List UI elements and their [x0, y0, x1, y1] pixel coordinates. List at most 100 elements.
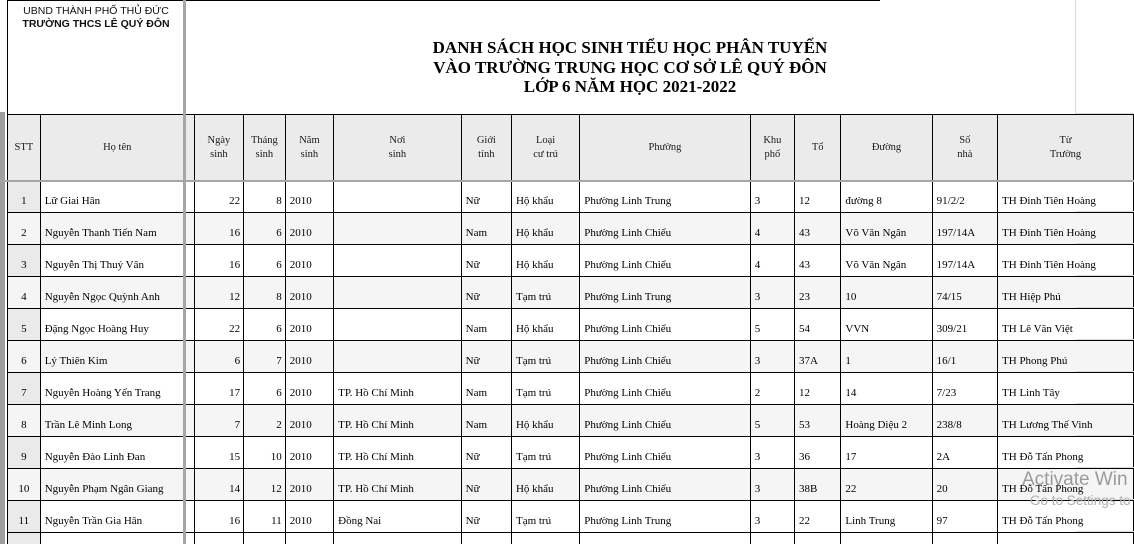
cell-duong[interactable]: Võ Văn Ngân: [840, 244, 933, 277]
cell-stt[interactable]: 3: [7, 244, 41, 277]
cell-phuong[interactable]: Phường Linh Chiểu: [579, 372, 751, 405]
cell-stt[interactable]: 5: [7, 308, 41, 341]
cell-duong[interactable]: 10: [840, 276, 933, 309]
cell-gioi_tinh[interactable]: Nữ: [460, 244, 512, 277]
cell-to[interactable]: 43: [794, 244, 842, 277]
cell-thang_sinh[interactable]: 6: [243, 212, 286, 245]
cell-to[interactable]: 22: [794, 500, 842, 533]
cell-so_nha[interactable]: 309/21: [931, 308, 999, 341]
column-header-duong[interactable]: Đường: [840, 114, 933, 181]
cell-thang_sinh[interactable]: 6: [243, 308, 286, 341]
cell-so_nha[interactable]: 197/14A: [931, 212, 999, 245]
cell-nam_sinh[interactable]: 2010: [284, 340, 335, 373]
cell-tu_truong[interactable]: TH Hiệp Phú: [997, 276, 1134, 309]
cell-gioi_tinh[interactable]: Nam: [460, 308, 512, 341]
cell-ngay_sinh[interactable]: 6: [193, 340, 245, 373]
cell-nam_sinh[interactable]: 2010: [284, 436, 335, 469]
cell-to[interactable]: 37A: [794, 340, 842, 373]
cell-to[interactable]: 12: [794, 180, 842, 213]
cell-noi_sinh[interactable]: [333, 212, 462, 245]
cell-ngay_sinh[interactable]: 14: [193, 468, 245, 501]
cell-loai_cu_tru[interactable]: Hộ khẩu: [510, 244, 581, 277]
cell-phuong[interactable]: Phường Linh Chiểu: [579, 468, 751, 501]
cell-loai_cu_tru[interactable]: Tạm trú: [510, 500, 581, 533]
column-header-to[interactable]: Tổ: [794, 114, 842, 181]
cell-thang_sinh[interactable]: 6: [243, 244, 286, 277]
cell-loai_cu_tru[interactable]: Tạm trú: [510, 276, 581, 309]
cell-loai_cu_tru[interactable]: Tạm trú: [510, 340, 581, 373]
column-header-loai_cu_tru[interactable]: Loại cư trú: [510, 114, 581, 181]
cell-nam_sinh[interactable]: 2010: [284, 404, 335, 437]
cell-noi_sinh[interactable]: [333, 340, 462, 373]
column-header-ho_ten[interactable]: Họ tên: [39, 114, 195, 181]
cell-ngay_sinh[interactable]: 16: [193, 244, 245, 277]
cell-duong[interactable]: Võ Văn Ngân: [840, 212, 933, 245]
cell-khu_pho[interactable]: 3: [749, 340, 796, 373]
cell-stt[interactable]: 6: [7, 340, 41, 373]
cell-thang_sinh[interactable]: 8: [243, 180, 286, 213]
cell-so_nha[interactable]: 16/1: [931, 340, 999, 373]
cell-gioi_tinh[interactable]: Nữ: [460, 468, 512, 501]
cell-nam_sinh[interactable]: 2010: [284, 372, 335, 405]
cell-ngay_sinh[interactable]: 22: [193, 180, 245, 213]
cell-stt[interactable]: 9: [7, 436, 41, 469]
cell-khu_pho[interactable]: 3: [749, 276, 796, 309]
cell-ho_ten[interactable]: Đặng Ngọc Hoàng Huy: [39, 308, 195, 341]
cell-gioi_tinh[interactable]: Nữ: [460, 340, 512, 373]
cell-thang_sinh[interactable]: 10: [243, 436, 286, 469]
cell-gioi_tinh[interactable]: Nam: [460, 372, 512, 405]
cell-gioi_tinh[interactable]: Nữ: [460, 500, 512, 533]
cell-empty[interactable]: [284, 532, 335, 544]
cell-empty[interactable]: [243, 532, 286, 544]
cell-so_nha[interactable]: 20: [931, 468, 999, 501]
cell-empty[interactable]: [460, 532, 512, 544]
cell-noi_sinh[interactable]: TP. Hồ Chí Minh: [333, 468, 462, 501]
cell-phuong[interactable]: Phường Linh Trung: [579, 180, 751, 213]
cell-loai_cu_tru[interactable]: Hộ khẩu: [510, 468, 581, 501]
cell-ho_ten[interactable]: Nguyễn Hoàng Yến Trang: [39, 372, 195, 405]
cell-gioi_tinh[interactable]: Nữ: [460, 276, 512, 309]
cell-duong[interactable]: 17: [840, 436, 933, 469]
cell-empty[interactable]: [7, 532, 41, 544]
cell-so_nha[interactable]: 91/2/2: [931, 180, 999, 213]
cell-loai_cu_tru[interactable]: Hộ khẩu: [510, 404, 581, 437]
cell-noi_sinh[interactable]: TP. Hồ Chí Minh: [333, 436, 462, 469]
column-header-phuong[interactable]: Phường: [579, 114, 751, 181]
cell-empty[interactable]: [193, 532, 245, 544]
cell-so_nha[interactable]: 7/23: [931, 372, 999, 405]
cell-thang_sinh[interactable]: 2: [243, 404, 286, 437]
cell-nam_sinh[interactable]: 2010: [284, 468, 335, 501]
cell-phuong[interactable]: Phường Linh Chiểu: [579, 212, 751, 245]
cell-so_nha[interactable]: 74/15: [931, 276, 999, 309]
cell-phuong[interactable]: Phường Linh Chiểu: [579, 436, 751, 469]
cell-phuong[interactable]: Phường Linh Chiểu: [579, 244, 751, 277]
cell-duong[interactable]: 1: [840, 340, 933, 373]
cell-loai_cu_tru[interactable]: Hộ khẩu: [510, 212, 581, 245]
cell-phuong[interactable]: Phường Linh Trung: [579, 276, 751, 309]
cell-gioi_tinh[interactable]: Nữ: [460, 436, 512, 469]
cell-duong[interactable]: VVN: [840, 308, 933, 341]
cell-stt[interactable]: 4: [7, 276, 41, 309]
cell-to[interactable]: 23: [794, 276, 842, 309]
cell-loai_cu_tru[interactable]: Tạm trú: [510, 372, 581, 405]
cell-ngay_sinh[interactable]: 12: [193, 276, 245, 309]
cell-phuong[interactable]: Phường Linh Chiểu: [579, 404, 751, 437]
cell-duong[interactable]: đường 8: [840, 180, 933, 213]
cell-so_nha[interactable]: 2A: [931, 436, 999, 469]
cell-stt[interactable]: 11: [7, 500, 41, 533]
cell-ho_ten[interactable]: Lý Thiên Kim: [39, 340, 195, 373]
cell-ngay_sinh[interactable]: 22: [193, 308, 245, 341]
cell-duong[interactable]: 22: [840, 468, 933, 501]
cell-gioi_tinh[interactable]: Nữ: [460, 180, 512, 213]
cell-to[interactable]: 43: [794, 212, 842, 245]
cell-ho_ten[interactable]: Nguyễn Thị Thuỷ Vân: [39, 244, 195, 277]
cell-ho_ten[interactable]: Nguyễn Trần Gia Hân: [39, 500, 195, 533]
cell-stt[interactable]: 7: [7, 372, 41, 405]
column-header-tu_truong[interactable]: Từ Trường: [997, 114, 1134, 181]
cell-noi_sinh[interactable]: [333, 308, 462, 341]
cell-to[interactable]: 12: [794, 372, 842, 405]
cell-stt[interactable]: 1: [7, 180, 41, 213]
cell-stt[interactable]: 10: [7, 468, 41, 501]
cell-so_nha[interactable]: 238/8: [931, 404, 999, 437]
cell-ngay_sinh[interactable]: 16: [193, 500, 245, 533]
